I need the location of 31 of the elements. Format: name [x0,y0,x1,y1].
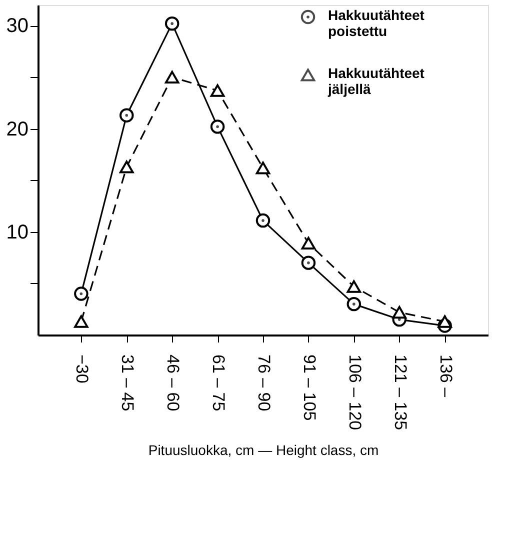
x-tick-label: 76 – 90 [254,354,274,412]
point [346,280,362,293]
y-tick-label: 30 [6,15,28,38]
legend-label: Hakkuutähteet jäljellä [327,65,425,97]
point [256,213,270,228]
point [301,236,316,250]
x-tick-label: 91 – 105 [300,354,319,421]
point [74,315,88,328]
legend-label: Hakkuutähteet poistettu [328,7,425,39]
x-tick-label: −30 [72,354,92,384]
x-axis-title: Pituusluokka, cm — Height class, cm [148,442,379,458]
y-tick-label: 20 [6,118,28,140]
y-tick-label: 10 [6,221,28,244]
point [392,306,406,319]
point [301,256,316,270]
point [256,162,270,174]
point [210,120,225,134]
x-tick-label: 106 – 120 [345,354,364,430]
point [210,84,225,97]
x-tick-label: 121 – 135 [390,354,410,430]
x-tick-label: 46 – 60 [164,354,183,412]
point [346,296,362,312]
point [164,70,180,84]
x-tick-label: 61 – 75 [209,354,228,412]
point [120,160,134,174]
point [74,286,88,301]
point [438,315,452,328]
x-tick-label: 136 – [436,354,456,398]
point [120,108,134,122]
point [164,16,180,31]
x-tick-label: 31 – 45 [118,354,138,412]
